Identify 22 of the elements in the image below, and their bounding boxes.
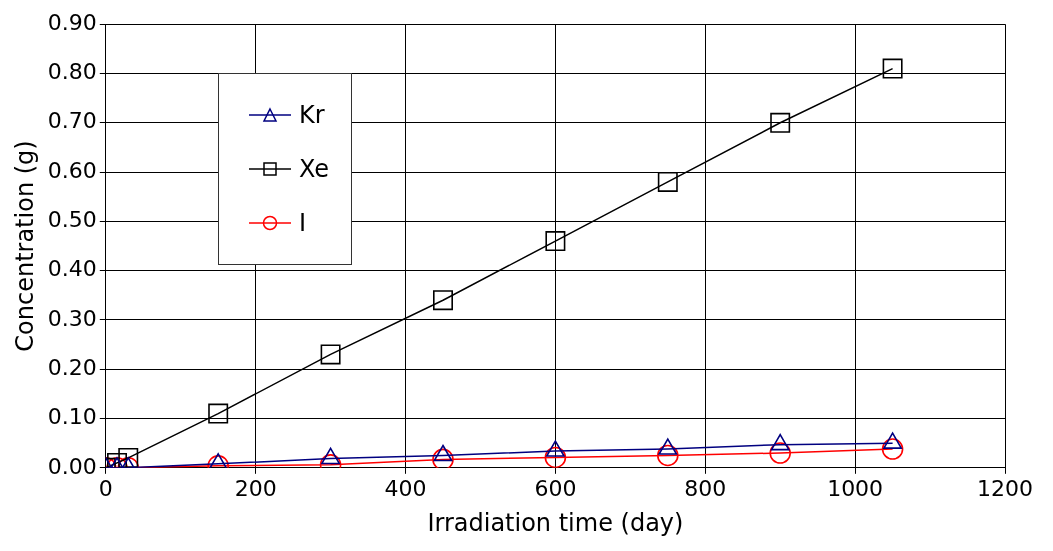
x-tick-label: 200 [234,475,277,501]
y-axis-title: Concentration (g) [10,140,39,352]
x-tick-label: 400 [384,475,427,501]
y-tick-label: 0.50 [47,207,97,233]
y-tick-label: 0.20 [47,354,97,380]
x-tick-label: 800 [684,475,727,501]
y-tick-label: 0.80 [47,59,97,85]
y-tick-label: 0.00 [47,453,97,479]
x-tick-label: 1200 [977,475,1033,501]
x-tick-label: 600 [534,475,577,501]
x-axis-title: Irradiation time (day) [427,508,684,537]
legend-label: Kr [299,101,325,129]
y-tick-label: 0.10 [47,404,97,430]
y-tick-label: 0.30 [47,305,97,331]
y-tick-label: 0.70 [47,108,97,134]
legend-label: Xe [299,155,330,183]
x-tick-label: 0 [98,475,113,501]
y-tick-label: 0.90 [47,9,97,35]
legend-label: I [299,209,307,237]
x-tick-label: 1000 [827,475,884,501]
y-tick-label: 0.60 [47,157,97,183]
y-tick-label: 0.40 [47,256,97,282]
